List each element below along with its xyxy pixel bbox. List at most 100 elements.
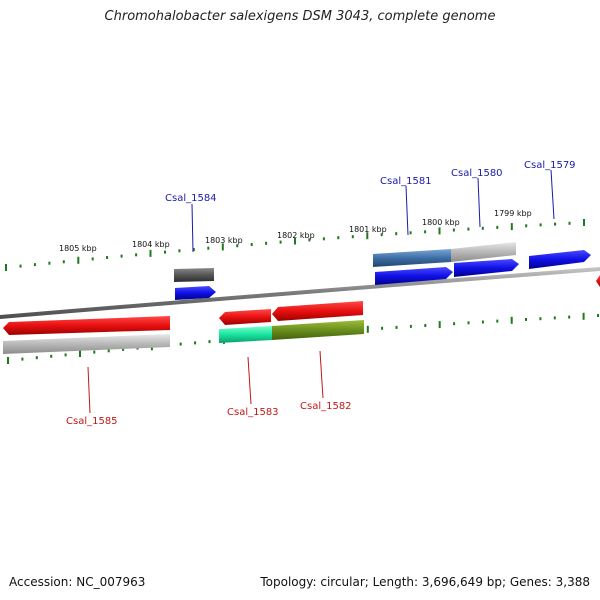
minor-tick [48,261,51,265]
minor-tick [164,250,166,254]
leader-csal-1584 [191,203,194,253]
gene-csal-1584[interactable] [175,286,216,300]
minor-tick [308,238,311,242]
minor-tick [453,322,456,326]
scale-label: 1800 kbp [422,218,460,227]
minor-tick [481,320,484,324]
minor-tick [395,232,398,236]
major-tick [77,256,80,264]
upper-scale-ticks [5,219,585,271]
minor-tick [179,342,182,346]
minor-tick [424,324,427,327]
major-tick [366,325,369,333]
minor-tick [554,222,557,226]
minor-tick [35,356,38,360]
minor-tick [525,318,527,321]
major-tick [294,237,296,245]
minor-tick [208,340,211,344]
genome-backbone [0,267,600,319]
minor-tick [194,341,197,345]
scale-label: 1805 kbp [59,244,97,253]
minor-tick [106,256,109,259]
minor-tick [135,253,138,257]
gene-label-csal-1585[interactable]: Csal_1585 [66,416,118,427]
gene-csal-1580[interactable] [454,259,519,277]
label-leaders [87,169,555,414]
minor-tick [322,237,325,241]
scale-label: 1801 kbp [349,225,387,234]
leader-csal-1583 [247,356,252,405]
gene-partial-right[interactable] [596,275,600,287]
gene-label-csal-1581[interactable]: Csal_1581 [380,176,432,187]
scale-label: 1804 kbp [132,240,170,249]
feature-bar-csal-1582[interactable] [272,320,364,340]
leader-csal-1585 [87,366,91,414]
gene-label-csal-1584[interactable]: Csal_1584 [165,193,217,204]
feature-bar-csal-1585[interactable] [3,334,170,354]
minor-tick [120,254,123,258]
minor-tick [265,241,268,245]
gene-csal-1581[interactable] [375,267,453,285]
major-tick [366,232,369,240]
scale-label: 1803 kbp [205,236,243,245]
scale-labels: 1805 kbp 1804 kbp 1803 kbp 1802 kbp 1801… [59,209,532,253]
leader-csal-1581 [405,185,409,236]
minor-tick [337,236,340,240]
minor-tick [122,347,125,351]
accession-text: Accession: NC_007963 [9,575,146,589]
minor-tick [409,231,412,235]
major-tick [510,223,513,231]
minor-tick [525,224,528,228]
minor-tick [192,248,195,251]
major-tick [582,312,585,320]
minor-tick [380,233,383,237]
gene-label-csal-1579[interactable]: Csal_1579 [524,160,576,171]
gene-csal-1583[interactable] [219,309,271,325]
gene-csal-1579[interactable] [529,250,591,269]
gene-csal-1582[interactable] [272,301,363,321]
minor-tick [279,240,282,244]
minor-tick [395,325,398,329]
minor-tick [236,244,239,248]
minor-tick [33,263,36,267]
minor-tick [597,314,599,317]
minor-tick [496,225,499,229]
minor-tick [64,353,67,357]
major-tick [583,219,585,226]
minor-tick [539,223,542,227]
major-tick [221,243,224,251]
genome-summary-text: Topology: circular; Length: 3,696,649 bp… [260,575,590,589]
major-tick [438,227,441,235]
minor-tick [467,227,470,231]
gene-label-csal-1580[interactable]: Csal_1580 [451,168,503,179]
minor-tick [207,246,210,250]
minor-tick [568,315,571,319]
major-tick [5,264,7,271]
minor-tick [93,350,96,354]
feature-bar-csal-1581[interactable] [373,249,451,267]
minor-tick [424,230,427,234]
minor-tick [452,228,455,232]
gene-label-csal-1582[interactable]: Csal_1582 [300,401,352,412]
minor-tick [62,260,65,264]
minor-tick [553,316,556,320]
minor-tick [381,326,384,330]
minor-tick [351,235,354,239]
minor-tick [481,226,484,230]
feature-bar-csal-1583[interactable] [219,326,272,343]
major-tick [149,249,152,257]
minor-tick [467,321,470,325]
major-tick [7,357,9,364]
minor-tick [568,221,571,225]
minor-tick [178,249,181,253]
major-tick [79,350,81,357]
major-tick [510,316,513,324]
gene-label-csal-1583[interactable]: Csal_1583 [227,407,279,418]
feature-bar-csal-1584[interactable] [174,268,214,282]
minor-tick [250,243,253,246]
map-title: Chromohalobacter salexigens DSM 3043, co… [104,9,496,24]
gene-csal-1585[interactable] [3,316,170,335]
feature-bar-csal-1580[interactable] [451,242,516,262]
minor-tick [539,317,542,321]
